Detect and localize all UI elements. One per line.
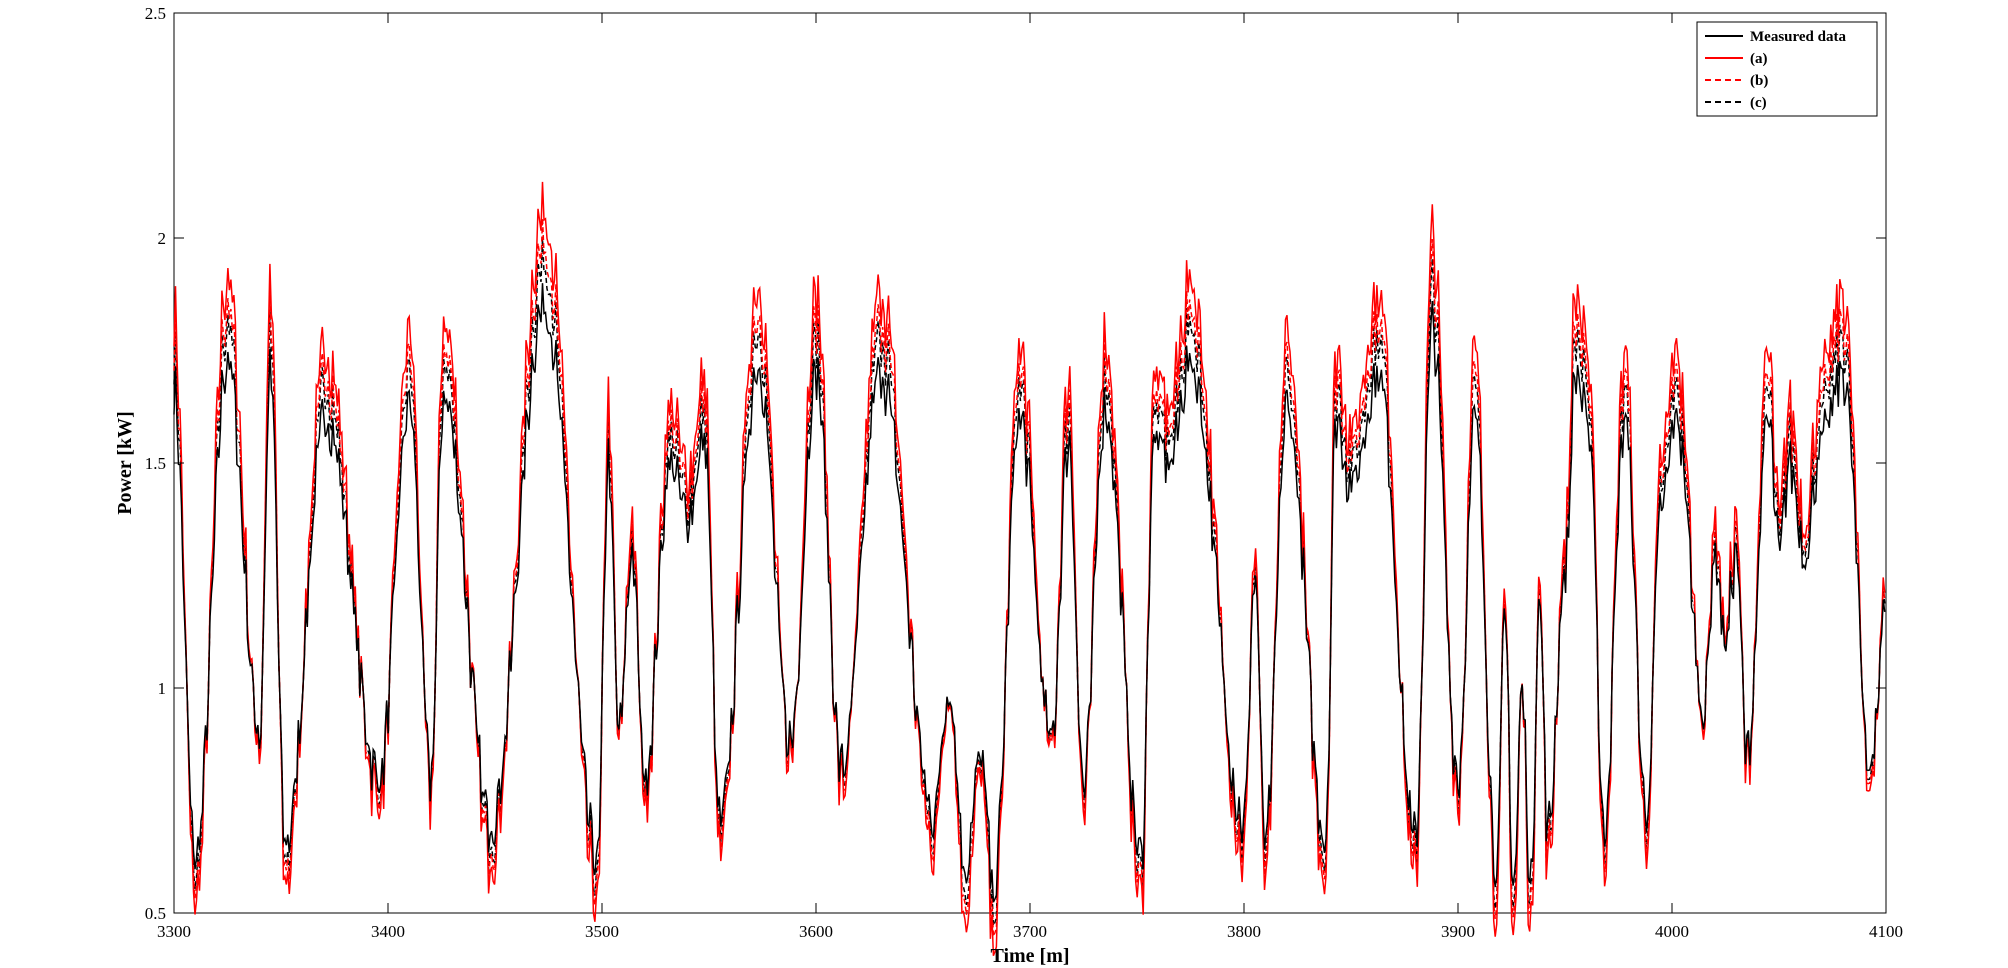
x-tick-label: 4100 — [1869, 922, 1903, 941]
legend-label-measured-data: Measured data — [1750, 29, 1846, 45]
x-tick-label: 3400 — [371, 922, 405, 941]
series-layer — [173, 181, 1886, 956]
x-tick-label: 3600 — [799, 922, 833, 941]
legend-box — [1696, 21, 1878, 117]
x-tick-label: 3800 — [1227, 922, 1261, 941]
y-tick-label: 2.5 — [145, 4, 166, 23]
y-tick-label: 2 — [158, 229, 167, 248]
y-tick-label: 0.5 — [145, 904, 166, 923]
legend-label-b: (b) — [1750, 73, 1768, 89]
axes-layer: 3300 3400 3500 3600 3700 3800 3900 4000 4100 0.5 1… — [145, 4, 1903, 941]
y-axis-label: Power [kW] — [114, 411, 136, 515]
series-line-measured-data — [173, 283, 1886, 903]
x-tick-label: 3900 — [1441, 922, 1475, 941]
legend-label-c: (c) — [1750, 95, 1767, 111]
legend-label-a: (a) — [1750, 51, 1768, 67]
y-tick-label: 1 — [158, 679, 167, 698]
x-tick-label: 3300 — [157, 922, 191, 941]
y-tick-label: 1.5 — [145, 454, 166, 473]
x-axis-label: Time [m] — [990, 945, 1069, 967]
x-tick-label: 3500 — [585, 922, 619, 941]
legend: Measured data (a) (b) (c) — [1696, 21, 1878, 117]
x-tick-label: 3700 — [1013, 922, 1047, 941]
x-tick-label: 4000 — [1655, 922, 1689, 941]
